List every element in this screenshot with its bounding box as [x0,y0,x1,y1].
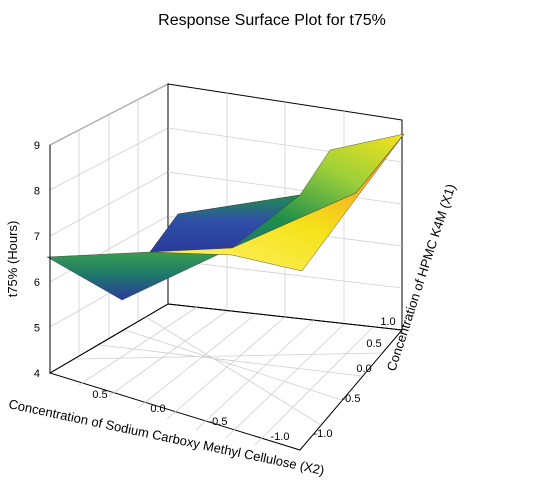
z-tick-label: 7 [34,231,40,243]
x1-tick-label: -1.0 [314,428,333,440]
x2-tick-label: 0.5 [92,389,107,401]
x2-tick-label: -1.0 [271,431,290,443]
x1-tick-label: 0.0 [356,363,371,375]
x1-tick-label: 1.0 [380,316,395,328]
back-wall-left [49,83,169,374]
x2-axis-ticks: 0.5 0.0 -0.5 -1.0 [92,389,289,443]
z-tick-label: 6 [34,277,40,289]
x2-tick-label: 0.0 [150,403,165,415]
z-axis-label: t75% (Hours) [5,221,20,298]
z-tick-label: 8 [34,186,40,198]
floor-grid [48,303,403,451]
surface-patch-front [149,133,405,272]
z-tick-label: 5 [34,322,40,334]
x1-axis-label: Concentration of HPMC K4M (X1) [384,182,459,373]
surface-patch-left [46,247,233,301]
x2-tick-label: -0.5 [209,416,228,428]
x1-tick-label: -0.5 [342,393,361,405]
response-surface [46,133,405,301]
chart-title: Response Surface Plot for t75% [158,12,386,29]
z-axis-ticks: 4 5 6 7 8 9 [34,140,40,380]
x1-axis-ticks: 1.0 0.5 0.0 -0.5 -1.0 [314,316,396,440]
x1-tick-label: 0.5 [366,338,381,350]
z-tick-label: 9 [34,140,40,152]
z-tick-label: 4 [34,368,40,380]
